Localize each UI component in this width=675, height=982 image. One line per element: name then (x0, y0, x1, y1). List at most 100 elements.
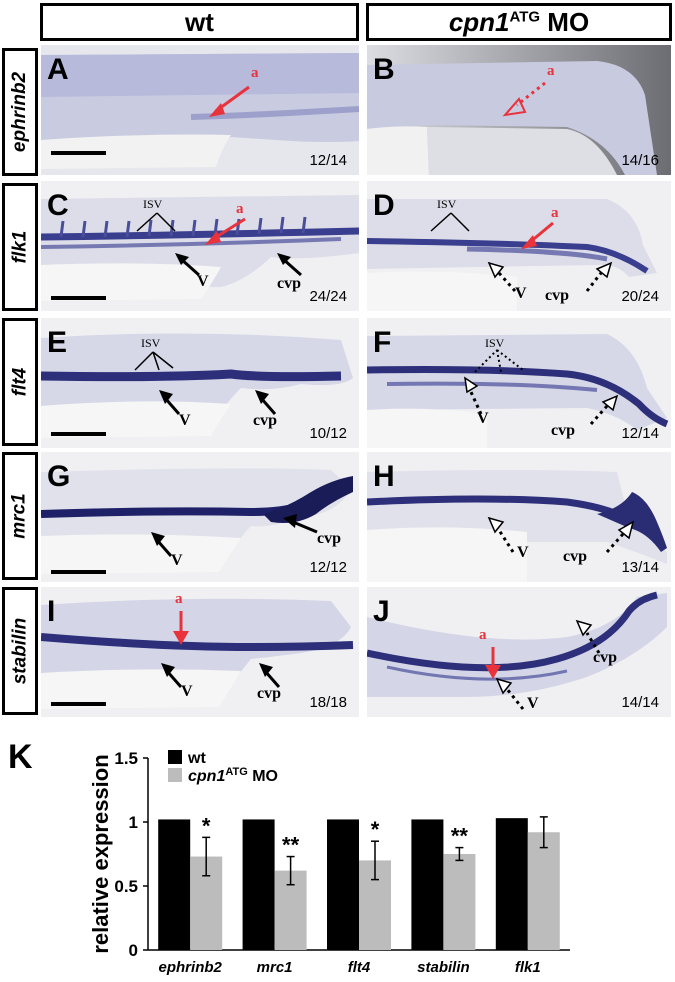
panel-e-label-v: V (179, 412, 191, 429)
panel-i-v-arrow (161, 663, 183, 688)
panel-f-embryo (367, 318, 671, 448)
panel-c-embryo (41, 181, 359, 311)
column-header-wt: wt (40, 3, 359, 41)
panel-e-cvp-arrow (255, 390, 277, 415)
panel-j-v-dotted-arrow (495, 677, 525, 710)
column-header-morpholino: cpn1ATG MO (366, 3, 672, 41)
x-tick-label-ephrinb2: ephrinb2 (159, 959, 223, 976)
bar-wt-stabilin (411, 819, 444, 950)
panel-f-letter: F (373, 326, 392, 359)
scale-bar (51, 570, 106, 574)
significance-mrc1: ** (282, 833, 300, 858)
panel-b-label-a: a (547, 63, 555, 79)
panel-c-cvp-arrow (277, 253, 302, 277)
legend-swatch-wt (168, 750, 182, 764)
panel-j-label-cvp: cvp (593, 649, 617, 666)
panel-b-letter: B (373, 53, 395, 86)
x-tick-label-mrc1: mrc1 (257, 959, 293, 976)
panel-f-v-dotted-arrow (464, 376, 483, 415)
panel-a-image: A 12/14 a (41, 45, 359, 175)
panel-a-embryo (41, 45, 359, 175)
panel-h-label-v: V (517, 544, 529, 561)
panel-i-cvp-arrow (259, 663, 281, 688)
panel-d-red-arrow (521, 221, 554, 249)
panel-g-score: 12/12 (309, 559, 347, 576)
panel-b-image: B 14/16 a (367, 45, 671, 175)
panel-d-label-cvp: cvp (545, 287, 569, 304)
panel-f-isv-dotted-lines (474, 349, 524, 373)
panel-f-cvp-dotted-arrow (589, 394, 619, 425)
panel-d-cvp-dotted-arrow (585, 261, 613, 292)
scale-bar (51, 296, 106, 300)
panel-c-label-a: a (236, 201, 244, 217)
panel-g-v-arrow (151, 532, 173, 557)
panel-c-letter: C (47, 189, 69, 222)
panel-c-score: 24/24 (309, 288, 347, 305)
bar-wt-flk1 (495, 818, 528, 950)
panel-d-label-a: a (551, 205, 559, 221)
panel-e-embryo (41, 318, 359, 448)
panel-d-v-dotted-arrow (487, 261, 517, 292)
significance-stabilin: ** (451, 824, 469, 849)
panel-f-label-cvp: cvp (551, 422, 575, 439)
row-label-stabilin: stabilin (2, 587, 38, 715)
panel-a-letter: A (47, 53, 69, 86)
row-label-ephrinb2: ephrinb2 (2, 48, 38, 176)
panel-c-label-v: V (197, 273, 209, 290)
panel-d-isv-lines (430, 212, 470, 232)
panel-b-embryo (367, 45, 671, 175)
scale-bar (51, 702, 106, 706)
panel-i-label-v: V (181, 683, 193, 700)
panel-e-v-arrow (159, 390, 181, 415)
panel-e-label-cvp: cvp (253, 412, 277, 429)
panel-h-embryo (367, 452, 671, 582)
panel-d-label-isv: ISV (437, 197, 457, 211)
panel-i-red-arrow (173, 611, 189, 645)
panel-j-label-a: a (479, 627, 487, 643)
panel-i-label-a: a (175, 591, 183, 607)
panel-d-image: D 20/24 ISV a V cvp (367, 181, 671, 311)
bar-wt-mrc1 (242, 819, 275, 950)
panel-b-score: 14/16 (621, 152, 659, 169)
panel-e-isv-lines (134, 351, 174, 371)
panel-h-label-cvp: cvp (563, 548, 587, 565)
x-tick-label-flk1: flk1 (515, 959, 541, 976)
panel-f-image: F 12/14 ISV V cvp (367, 318, 671, 448)
panel-a-label-a: a (251, 65, 259, 81)
legend-label-mo: cpn1ATG MO (188, 766, 278, 785)
panel-h-v-dotted-arrow (487, 516, 515, 553)
panel-a-red-arrow (209, 85, 250, 117)
legend-swatch-mo (168, 768, 182, 782)
panel-g-image: G 12/12 V cvp (41, 452, 359, 582)
panel-f-label-isv: ISV (485, 336, 505, 350)
panel-e-label-isv: ISV (141, 336, 161, 350)
panel-j-red-arrow (485, 647, 501, 679)
panel-j-label-v: V (527, 695, 539, 712)
bar-mo-flk1 (527, 832, 560, 950)
panel-j-embryo (367, 587, 671, 717)
panel-g-cvp-arrow (283, 514, 318, 534)
panel-j-score: 14/14 (621, 694, 659, 711)
significance-ephrinb2: * (202, 813, 211, 838)
panel-g-embryo (41, 452, 359, 582)
panel-d-label-v: V (515, 285, 527, 302)
panel-f-score: 12/14 (621, 425, 659, 442)
panel-j-image: J 14/14 a V cvp (367, 587, 671, 717)
panel-h-image: H 13/14 V cvp (367, 452, 671, 582)
panel-j-letter: J (373, 595, 390, 628)
column-header-wt-label: wt (185, 6, 214, 37)
panel-c-v-arrow (175, 253, 200, 277)
column-header-mo-label: cpn1ATG MO (448, 6, 590, 37)
bar-wt-flt4 (327, 819, 359, 950)
significance-flt4: * (371, 817, 380, 842)
scale-bar (51, 432, 106, 436)
panel-d-score: 20/24 (621, 288, 659, 305)
panel-c-label-isv: ISV (143, 197, 163, 211)
panel-i-image: I 18/18 a V cvp (41, 587, 359, 717)
y-tick-label: 1 (129, 813, 138, 832)
scale-bar (51, 151, 106, 155)
panel-h-score: 13/14 (621, 559, 659, 576)
panel-g-label-cvp: cvp (317, 530, 341, 547)
panel-h-letter: H (373, 460, 395, 493)
